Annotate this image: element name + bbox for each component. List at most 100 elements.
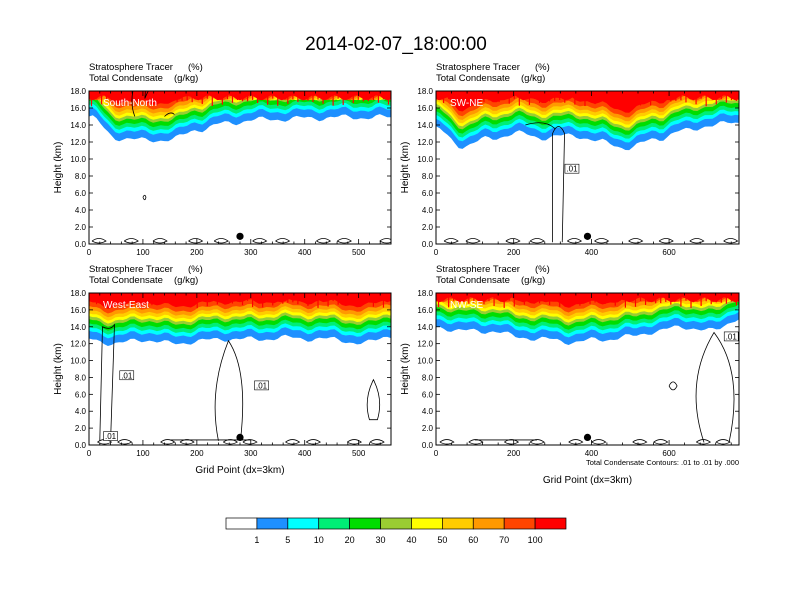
panel-string-left-2: Total Condensate [89,275,163,286]
x-tick-label: 0 [434,248,439,257]
tracer-band-100 [89,91,391,105]
x-tick-label: 200 [507,248,521,257]
y-tick-label: 4.0 [422,206,434,215]
panel-string-right-2: (g/kg) [174,73,198,84]
colorbar-box [349,517,381,530]
y-tick-label: 2.0 [75,223,87,232]
y-axis-title: Height (km) [53,142,64,194]
y-tick-label: 6.0 [75,390,87,399]
panel-string-left-2: Total Condensate [436,275,510,286]
panel-string-left-1: Stratosphere Tracer [89,62,173,73]
panel-string-left-1: Stratosphere Tracer [436,62,520,73]
tracer-band-100 [436,91,739,113]
x-tick-label: 0 [87,449,92,458]
contour-label-box [119,370,135,381]
y-tick-label: 8.0 [75,172,87,181]
condensate-contour [594,238,610,244]
condensate-contour [152,238,168,244]
x-tick-label: 200 [190,449,204,458]
location-marker [583,433,592,441]
colorbar-label: 1 [254,535,259,545]
x-tick-label: 400 [585,248,599,257]
panel-plot: South-North [89,91,391,244]
y-axis-title: Height (km) [400,343,411,395]
colorbar-box [503,517,536,530]
x-tick-label: 200 [507,449,521,458]
condensate-contour [715,439,731,445]
contour-label-box [103,431,118,441]
contour-label-box [254,380,269,391]
condensate-contour [529,238,545,244]
x-tick-label: 600 [662,449,676,458]
condensate-contour [366,378,381,421]
x-tick-label: 500 [352,449,366,458]
y-tick-label: 18.0 [70,289,86,298]
condensate-contour [468,439,484,445]
condensate-contour [379,238,391,244]
contour-label-box [564,163,580,174]
x-tick-label: 100 [136,248,150,257]
colorbar-box [472,517,505,530]
y-tick-label: 10.0 [417,155,433,164]
y-tick-label: 8.0 [422,373,434,382]
condensate-contour [632,439,648,445]
condensate-contour [628,238,644,244]
panel-nw-se: Stratosphere Tracer (%) Total Condensate (g… [400,264,740,486]
contour-label: .01 [256,381,268,390]
condensate-contour [131,91,149,117]
condensate-contour [695,331,735,443]
y-tick-label: 18.0 [70,87,86,96]
x-tick-label: 100 [136,449,150,458]
y-tick-label: 16.0 [417,104,433,113]
condensate-contour [252,238,268,244]
y-tick-label: 10.0 [417,357,433,366]
condensate-contour [285,439,301,445]
y-tick-label: 14.0 [417,121,433,130]
x-tick-label: 500 [352,248,366,257]
y-tick-label: 14.0 [417,323,433,332]
condensate-contour [337,238,352,244]
condensate-contour [591,439,607,445]
x-tick-label: 400 [298,248,312,257]
panel-label: South-North [103,98,157,109]
colorbar-label: 100 [528,535,543,545]
condensate-contour [97,439,113,445]
x-tick-label: 400 [298,449,312,458]
y-tick-label: 0.0 [422,441,434,450]
colorbar-box [442,517,474,530]
panel-label: SW-NE [450,98,483,109]
y-tick-label: 0.0 [75,240,87,249]
colorbar-label: 40 [406,535,416,545]
panel-label: NW-SE [450,300,483,311]
panel-string-right-2: (g/kg) [174,275,198,286]
condensate-contour [91,238,107,244]
tracer-band-100 [89,293,391,309]
condensate-contour [439,439,455,445]
panel-string-right-2: (g/kg) [521,73,545,84]
panel-string-right-1: (%) [188,62,203,73]
contour-label-box [723,331,739,342]
x-tick-label: 300 [244,449,258,458]
panel-sw-ne: Stratosphere Tracer (%) Total Condensate (g… [400,62,740,257]
condensate-contour [568,439,584,445]
chart-title: 2014-02-07_18:00:00 [305,34,487,55]
condensate-contour [658,238,674,244]
x-tick-label: 400 [585,449,599,458]
y-tick-label: 14.0 [70,323,86,332]
x-tick-label: 0 [87,248,92,257]
condensate-contour [443,238,459,244]
y-tick-label: 12.0 [417,340,433,349]
panel-frame [435,90,740,245]
condensate-contour [668,381,678,391]
y-tick-label: 10.0 [70,155,86,164]
panel-string-left-2: Total Condensate [89,73,163,84]
x-axis-title: Grid Point (dx=3km) [195,465,284,476]
condensate-contour [465,238,481,244]
y-tick-label: 10.0 [70,357,86,366]
y-tick-label: 4.0 [75,407,87,416]
y-tick-label: 6.0 [422,390,434,399]
condensate-contour [369,439,385,445]
colorbar-label: 70 [499,535,509,545]
colorbar-label: 60 [468,535,478,545]
